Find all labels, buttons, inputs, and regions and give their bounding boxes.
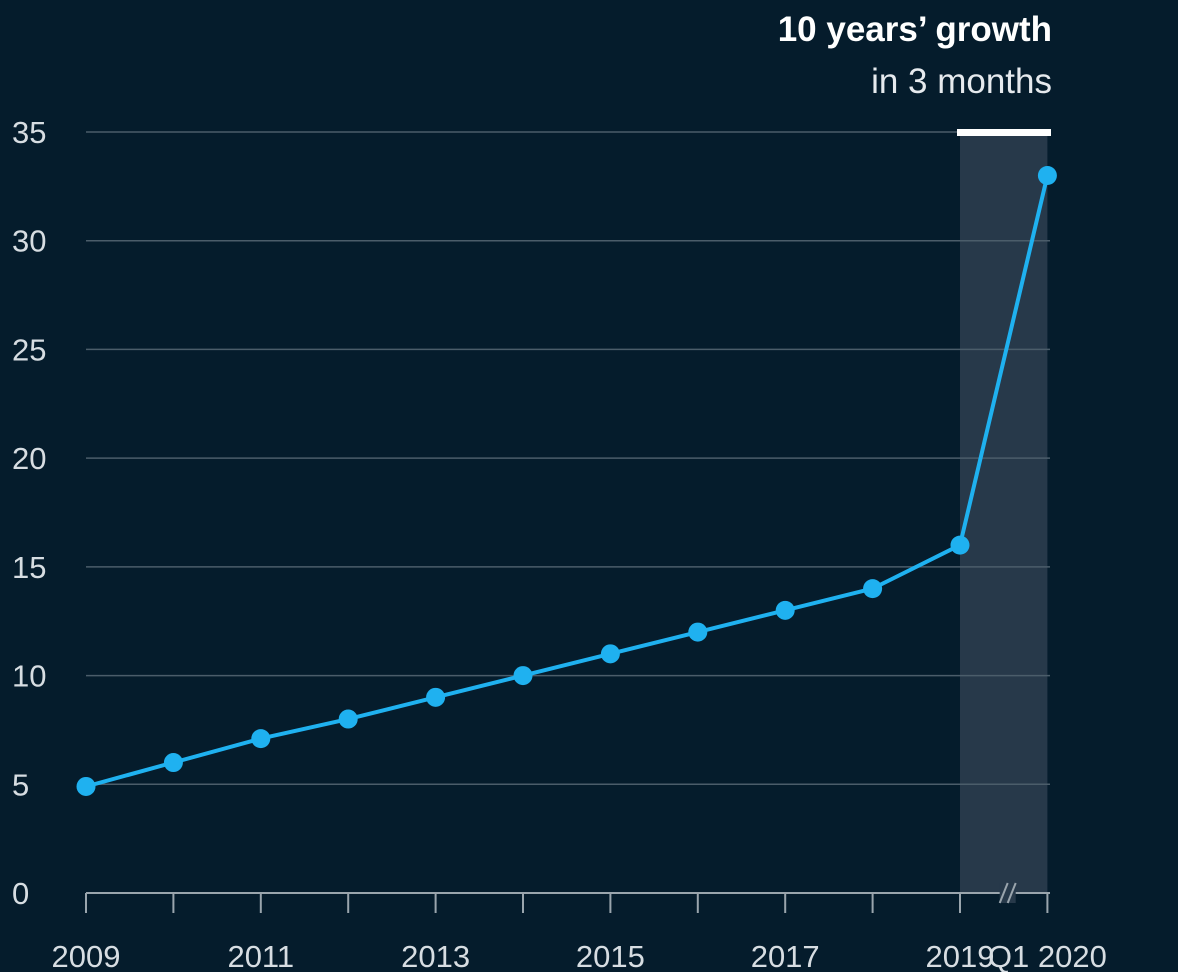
data-point-5	[513, 666, 533, 686]
highlight-band-layer	[960, 132, 1048, 893]
data-point-11	[1037, 165, 1057, 185]
series-line-layer	[84, 173, 1050, 789]
data-point-4	[426, 687, 446, 707]
y-tick-label-35: 35	[12, 115, 46, 150]
gridlines	[86, 131, 1050, 786]
y-tick-label-15: 15	[12, 550, 46, 585]
series-line	[84, 173, 1050, 789]
data-point-8	[775, 600, 795, 620]
y-tick-label-0: 0	[12, 876, 29, 911]
data-point-2	[251, 729, 271, 749]
annotation-title: 10 years’ growth	[778, 10, 1052, 49]
x-tick-label-10: 2019	[926, 939, 995, 972]
data-point-3	[338, 709, 358, 729]
data-point-1	[163, 753, 183, 773]
x-tick-label-6: 2015	[576, 939, 645, 972]
x-tick-label-0: 2009	[52, 939, 121, 972]
annotation: 10 years’ growth in 3 months	[778, 10, 1052, 136]
x-tick-label-4: 2013	[401, 939, 470, 972]
annotation-bar	[957, 129, 1051, 136]
data-point-7	[688, 622, 708, 642]
data-point-10	[950, 535, 970, 555]
data-point-6	[600, 644, 620, 664]
data-point-9	[863, 579, 883, 599]
annotation-subtitle: in 3 months	[871, 62, 1052, 101]
axis-break-gap	[999, 883, 1016, 903]
y-tick-label-25: 25	[12, 332, 46, 367]
y-tick-label-20: 20	[12, 441, 46, 476]
y-tick-label-10: 10	[12, 659, 46, 694]
axis-break-mark-0	[998, 882, 1009, 904]
x-axis	[85, 882, 1050, 913]
y-tick-label-30: 30	[12, 224, 46, 259]
y-tick-label-5: 5	[12, 767, 29, 802]
y-tick-labels: 0 5 10 15 20 25 30 35	[12, 115, 46, 911]
highlight-band	[960, 132, 1048, 893]
data-points	[76, 165, 1057, 796]
data-point-0	[76, 776, 96, 796]
x-tick-label-11: Q1 2020	[988, 939, 1107, 972]
x-tick-label-2: 2011	[227, 939, 294, 972]
x-tick-label-8: 2017	[751, 939, 820, 972]
axis-break-mark-1	[1006, 882, 1017, 904]
